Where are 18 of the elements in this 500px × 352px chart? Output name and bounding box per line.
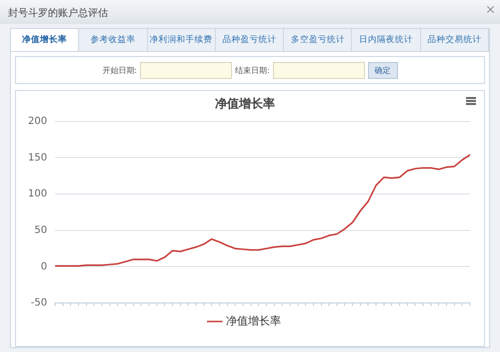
chart-title: 净值增长率 [215, 96, 275, 110]
legend-label: 净值增长率 [226, 314, 281, 328]
y-tick-label: -50 [30, 298, 48, 309]
y-tick-label: 0 [40, 261, 48, 272]
y-tick-label: 50 [34, 224, 48, 236]
text: 参考收益率 [79, 29, 148, 51]
text: 净值增长率 [11, 29, 80, 51]
text: 结束日期: [235, 64, 270, 76]
text: 品种交易统计 [420, 29, 489, 51]
text: 品种盈亏统计 [216, 29, 284, 51]
text: 日内隔夜统计 [352, 29, 421, 51]
text: 多空盈亏统计 [284, 29, 352, 51]
y-tick-label: 150 [28, 152, 48, 164]
text: 净利润和手续费 [148, 29, 216, 51]
text: 开始日期: [102, 64, 137, 76]
y-tick-label: 200 [28, 116, 48, 127]
text: 确定 [368, 62, 398, 78]
y-tick-label: 100 [28, 188, 48, 200]
